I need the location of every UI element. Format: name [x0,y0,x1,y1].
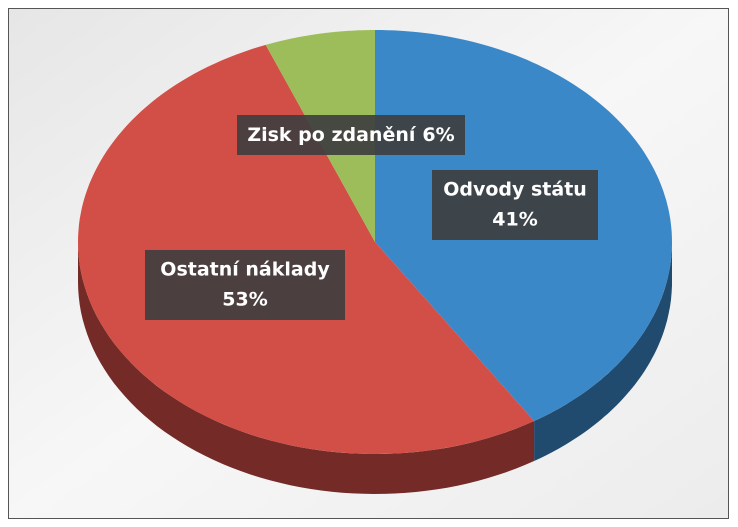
slice-label: Ostatní náklady [160,259,330,281]
pie-side [534,242,672,461]
slice-value-label: 53% [222,289,267,311]
label-box [432,170,598,240]
slice-value-label: 6% [422,124,454,146]
slice-label: Odvody státu [443,179,587,201]
pie-slice [78,44,535,455]
pie-side [78,242,535,494]
slice-value-label: 41% [492,209,537,231]
slice-label: Zisk po zdanění 6% [247,124,454,146]
label-box [237,115,465,155]
label-box [145,250,345,320]
slice-name: Zisk po zdanění [247,124,417,146]
